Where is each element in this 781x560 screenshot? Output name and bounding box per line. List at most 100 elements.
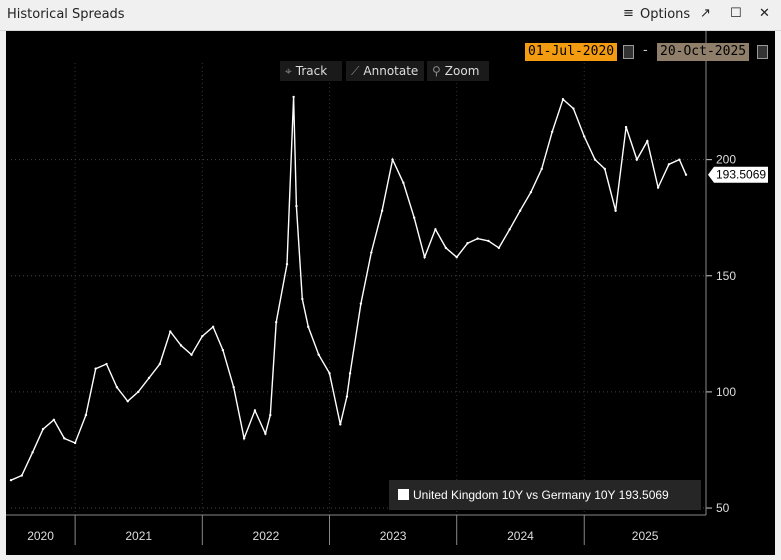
- data-point: [614, 209, 617, 212]
- data-point: [31, 451, 34, 454]
- data-point: [466, 242, 469, 245]
- close-icon[interactable]: ✕: [759, 6, 770, 21]
- data-point: [345, 395, 349, 398]
- legend-label: United Kingdom 10Y vs Germany 10Y 193.50…: [413, 488, 669, 502]
- data-point: [190, 353, 193, 356]
- data-point: [136, 390, 140, 394]
- annotate-button[interactable]: ⟋ Annotate: [346, 61, 424, 81]
- data-point: [201, 334, 204, 338]
- legend-swatch: [398, 489, 409, 500]
- end-date-field[interactable]: 20-Oct-2025: [657, 43, 750, 61]
- data-point: [126, 399, 129, 403]
- magnifier-icon: ⚲: [432, 64, 441, 78]
- data-point: [169, 330, 172, 333]
- last-value-label: 193.5069: [716, 168, 766, 182]
- data-point: [339, 423, 342, 426]
- data-point: [391, 158, 394, 161]
- data-point: [317, 353, 320, 356]
- data-point: [63, 437, 66, 440]
- x-tick-label: 2021: [125, 529, 152, 543]
- data-point: [264, 432, 267, 435]
- title-bar: Historical Spreads ≡ Options ↗ ☐ ✕: [0, 0, 781, 31]
- data-point: [444, 246, 448, 250]
- data-point: [656, 186, 660, 189]
- data-point: [115, 386, 119, 389]
- data-point: [370, 251, 373, 254]
- data-point: [348, 372, 352, 375]
- data-point: [328, 372, 331, 375]
- annotate-label: Annotate: [363, 64, 419, 78]
- data-point: [221, 348, 225, 352]
- data-point: [301, 297, 304, 301]
- series-line: [10, 96, 687, 481]
- window-title: Historical Spreads: [7, 7, 125, 22]
- data-point: [179, 344, 183, 347]
- data-point: [359, 302, 363, 305]
- last-value-tag: [708, 166, 768, 183]
- y-tick-label: 50: [716, 501, 730, 515]
- data-point: [667, 163, 671, 166]
- data-point: [274, 321, 278, 324]
- data-point: [269, 413, 272, 417]
- data-point: [211, 325, 215, 329]
- data-point: [84, 413, 88, 417]
- data-point: [402, 181, 405, 185]
- zoom-button[interactable]: ⚲ Zoom: [427, 61, 489, 81]
- data-point: [497, 246, 501, 250]
- data-point: [105, 362, 108, 366]
- data-point: [487, 239, 490, 243]
- data-point: [603, 167, 607, 171]
- legend-box: [389, 480, 701, 510]
- data-point: [434, 228, 437, 231]
- data-point: [242, 437, 246, 440]
- data-point: [158, 362, 161, 366]
- data-point: [423, 255, 426, 259]
- y-tick-label: 200: [716, 153, 736, 167]
- data-point: [9, 478, 13, 482]
- data-point: [94, 367, 97, 370]
- x-tick-label: 2020: [27, 529, 54, 543]
- data-point: [295, 204, 298, 208]
- data-point: [678, 158, 681, 161]
- menu-icon[interactable]: ≡: [623, 6, 634, 21]
- data-point: [550, 130, 554, 133]
- pen-icon: ⟋: [351, 64, 360, 78]
- data-point: [285, 262, 289, 266]
- data-point: [529, 190, 533, 194]
- data-point: [232, 386, 235, 389]
- data-point: [540, 167, 543, 171]
- data-point: [684, 173, 688, 176]
- data-point: [646, 139, 649, 143]
- data-point: [412, 216, 416, 219]
- data-point: [583, 135, 586, 138]
- x-tick-label: 2022: [253, 529, 280, 543]
- options-button[interactable]: Options: [640, 7, 691, 22]
- maximize-icon[interactable]: ☐: [730, 6, 742, 21]
- data-point: [508, 228, 511, 231]
- data-point: [518, 209, 522, 212]
- line-chart[interactable]: 50 100 150 200 2020 2021 2022 2023 2024 2025 193.5…: [6, 31, 775, 555]
- data-point: [476, 237, 479, 240]
- calendar-icon[interactable]: [623, 45, 634, 59]
- data-point: [41, 427, 45, 431]
- data-point: [20, 474, 24, 477]
- calendar-icon[interactable]: [757, 45, 768, 59]
- chart-panel: 50 100 150 200 2020 2021 2022 2023 2024 2025 193.5…: [6, 31, 775, 555]
- data-point: [292, 95, 295, 99]
- x-tick-label: 2023: [380, 529, 407, 543]
- crosshair-icon: ⌖: [285, 64, 292, 78]
- data-point: [572, 107, 575, 110]
- data-point: [147, 376, 151, 380]
- data-point: [455, 255, 458, 259]
- data-point: [52, 418, 56, 421]
- popout-icon[interactable]: ↗: [700, 6, 711, 21]
- data-point: [561, 98, 565, 101]
- y-tick-label: 150: [716, 269, 736, 283]
- start-date-field[interactable]: 01-Jul-2020: [525, 43, 618, 61]
- data-point: [253, 409, 257, 412]
- track-button[interactable]: ⌖ Track: [280, 61, 342, 81]
- x-tick-label: 2025: [632, 529, 659, 543]
- track-label: Track: [295, 64, 328, 78]
- data-point: [635, 158, 639, 161]
- data-point: [73, 441, 77, 445]
